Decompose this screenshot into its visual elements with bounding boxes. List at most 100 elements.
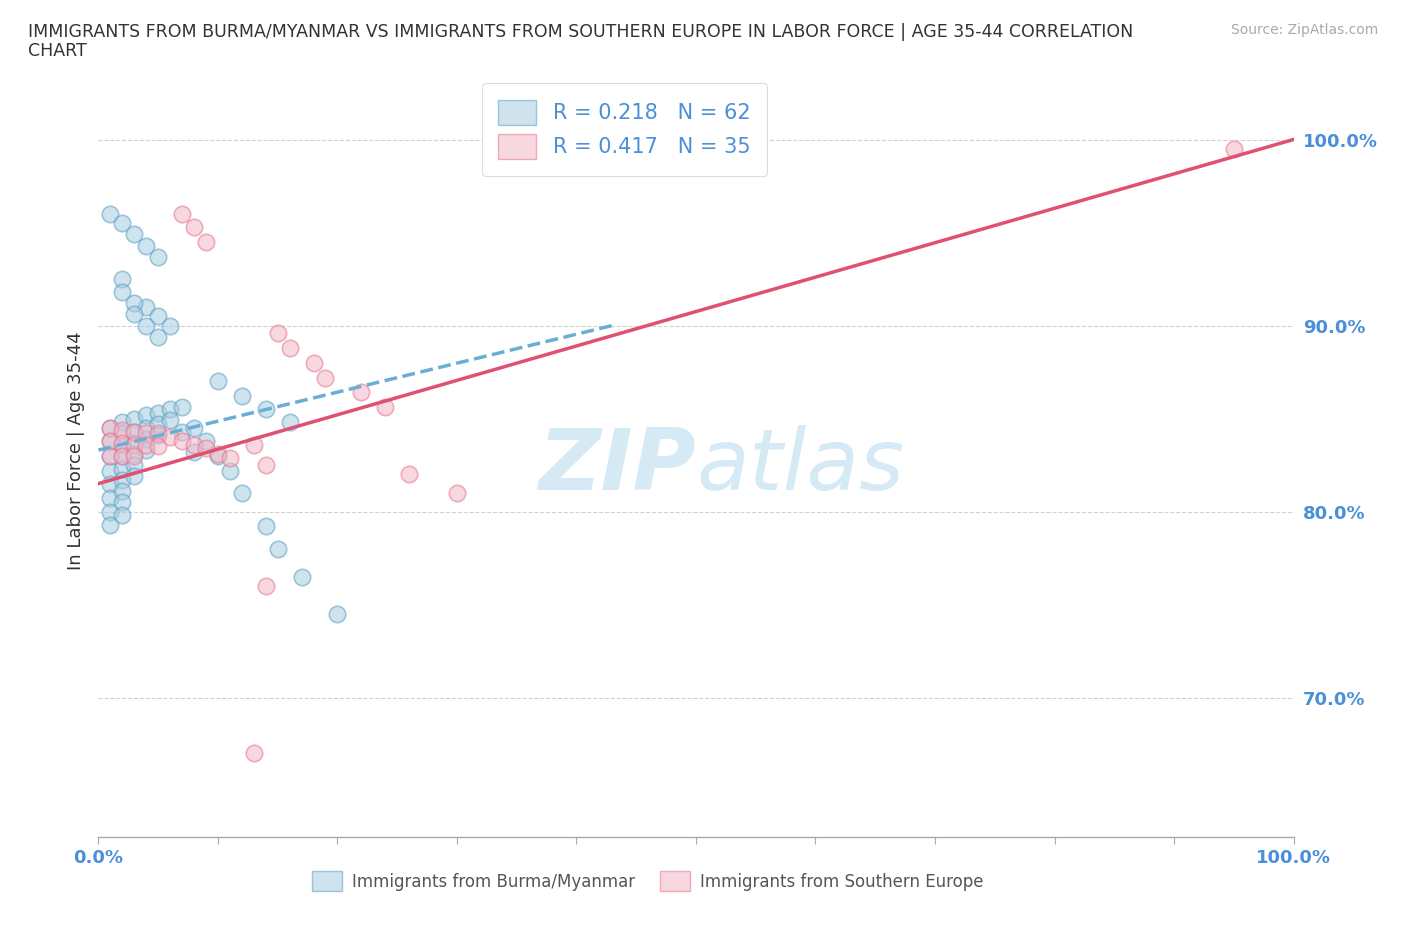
Point (98, 476, 122, 491)
Point (195, 433, 218, 448)
Point (183, 219, 205, 234)
Point (98, 433, 122, 448)
Text: CHART: CHART (28, 42, 87, 60)
Point (183, 437, 205, 452)
Point (148, 309, 170, 324)
Point (243, 437, 266, 452)
Point (148, 417, 170, 432)
Point (195, 441, 218, 456)
Point (207, 446, 229, 461)
Point (98, 463, 122, 478)
Point (124, 307, 146, 322)
Point (148, 426, 170, 441)
Point (219, 450, 242, 465)
Point (124, 469, 146, 484)
Point (183, 420, 205, 435)
Point (135, 443, 157, 458)
Point (219, 463, 242, 478)
Point (159, 430, 181, 445)
Point (124, 437, 146, 452)
Point (111, 495, 134, 510)
Text: Source: ZipAtlas.com: Source: ZipAtlas.com (1230, 23, 1378, 37)
Point (172, 206, 194, 221)
Point (111, 448, 134, 463)
Point (254, 578, 277, 593)
Point (111, 437, 134, 452)
Point (98, 206, 122, 221)
Point (98, 517, 122, 532)
Y-axis label: In Labor Force | Age 35-44: In Labor Force | Age 35-44 (66, 332, 84, 570)
Point (278, 415, 301, 430)
Point (398, 467, 420, 482)
Point (278, 340, 301, 355)
Point (148, 249, 170, 264)
Point (159, 402, 181, 417)
Legend: Immigrants from Burma/Myanmar, Immigrants from Southern Europe: Immigrants from Burma/Myanmar, Immigrant… (305, 865, 991, 898)
Point (231, 485, 253, 500)
Point (207, 374, 229, 389)
Point (159, 413, 181, 428)
Point (254, 519, 277, 534)
Point (207, 448, 229, 463)
Point (172, 433, 194, 448)
Point (1223, 141, 1246, 156)
Point (159, 318, 181, 333)
Point (172, 400, 194, 415)
Point (111, 461, 134, 476)
Point (135, 420, 157, 435)
Point (446, 485, 468, 500)
Point (254, 458, 277, 472)
Point (267, 541, 290, 556)
Point (124, 424, 146, 439)
Point (148, 329, 170, 344)
Point (124, 296, 146, 311)
Point (124, 448, 146, 463)
Point (124, 227, 146, 242)
Point (172, 424, 194, 439)
Point (135, 437, 157, 452)
Point (135, 299, 157, 314)
Point (111, 415, 134, 430)
Point (111, 435, 134, 450)
Point (111, 285, 134, 299)
Point (98, 420, 122, 435)
Point (148, 405, 170, 420)
Point (124, 435, 146, 450)
Point (148, 439, 170, 454)
Point (98, 491, 122, 506)
Point (111, 484, 134, 498)
Point (183, 445, 205, 459)
Point (291, 569, 314, 584)
Point (124, 424, 146, 439)
Point (135, 238, 157, 253)
Point (302, 355, 325, 370)
Point (135, 318, 157, 333)
Point (243, 746, 266, 761)
Point (111, 216, 134, 231)
Point (111, 272, 134, 286)
Point (124, 446, 146, 461)
Point (111, 472, 134, 487)
Point (98, 504, 122, 519)
Point (315, 370, 337, 385)
Text: ZIP: ZIP (538, 425, 696, 508)
Point (231, 389, 253, 404)
Point (111, 448, 134, 463)
Point (98, 448, 122, 463)
Point (111, 426, 134, 441)
Point (124, 458, 146, 472)
Point (148, 428, 170, 443)
Point (326, 606, 349, 621)
Point (350, 385, 373, 400)
Text: IMMIGRANTS FROM BURMA/MYANMAR VS IMMIGRANTS FROM SOUTHERN EUROPE IN LABOR FORCE : IMMIGRANTS FROM BURMA/MYANMAR VS IMMIGRA… (28, 23, 1133, 41)
Point (267, 326, 290, 340)
Point (111, 422, 134, 437)
Point (254, 402, 277, 417)
Point (374, 400, 396, 415)
Point (135, 407, 157, 422)
Point (98, 433, 122, 448)
Point (111, 508, 134, 523)
Point (135, 426, 157, 441)
Point (195, 234, 218, 249)
Point (124, 411, 146, 426)
